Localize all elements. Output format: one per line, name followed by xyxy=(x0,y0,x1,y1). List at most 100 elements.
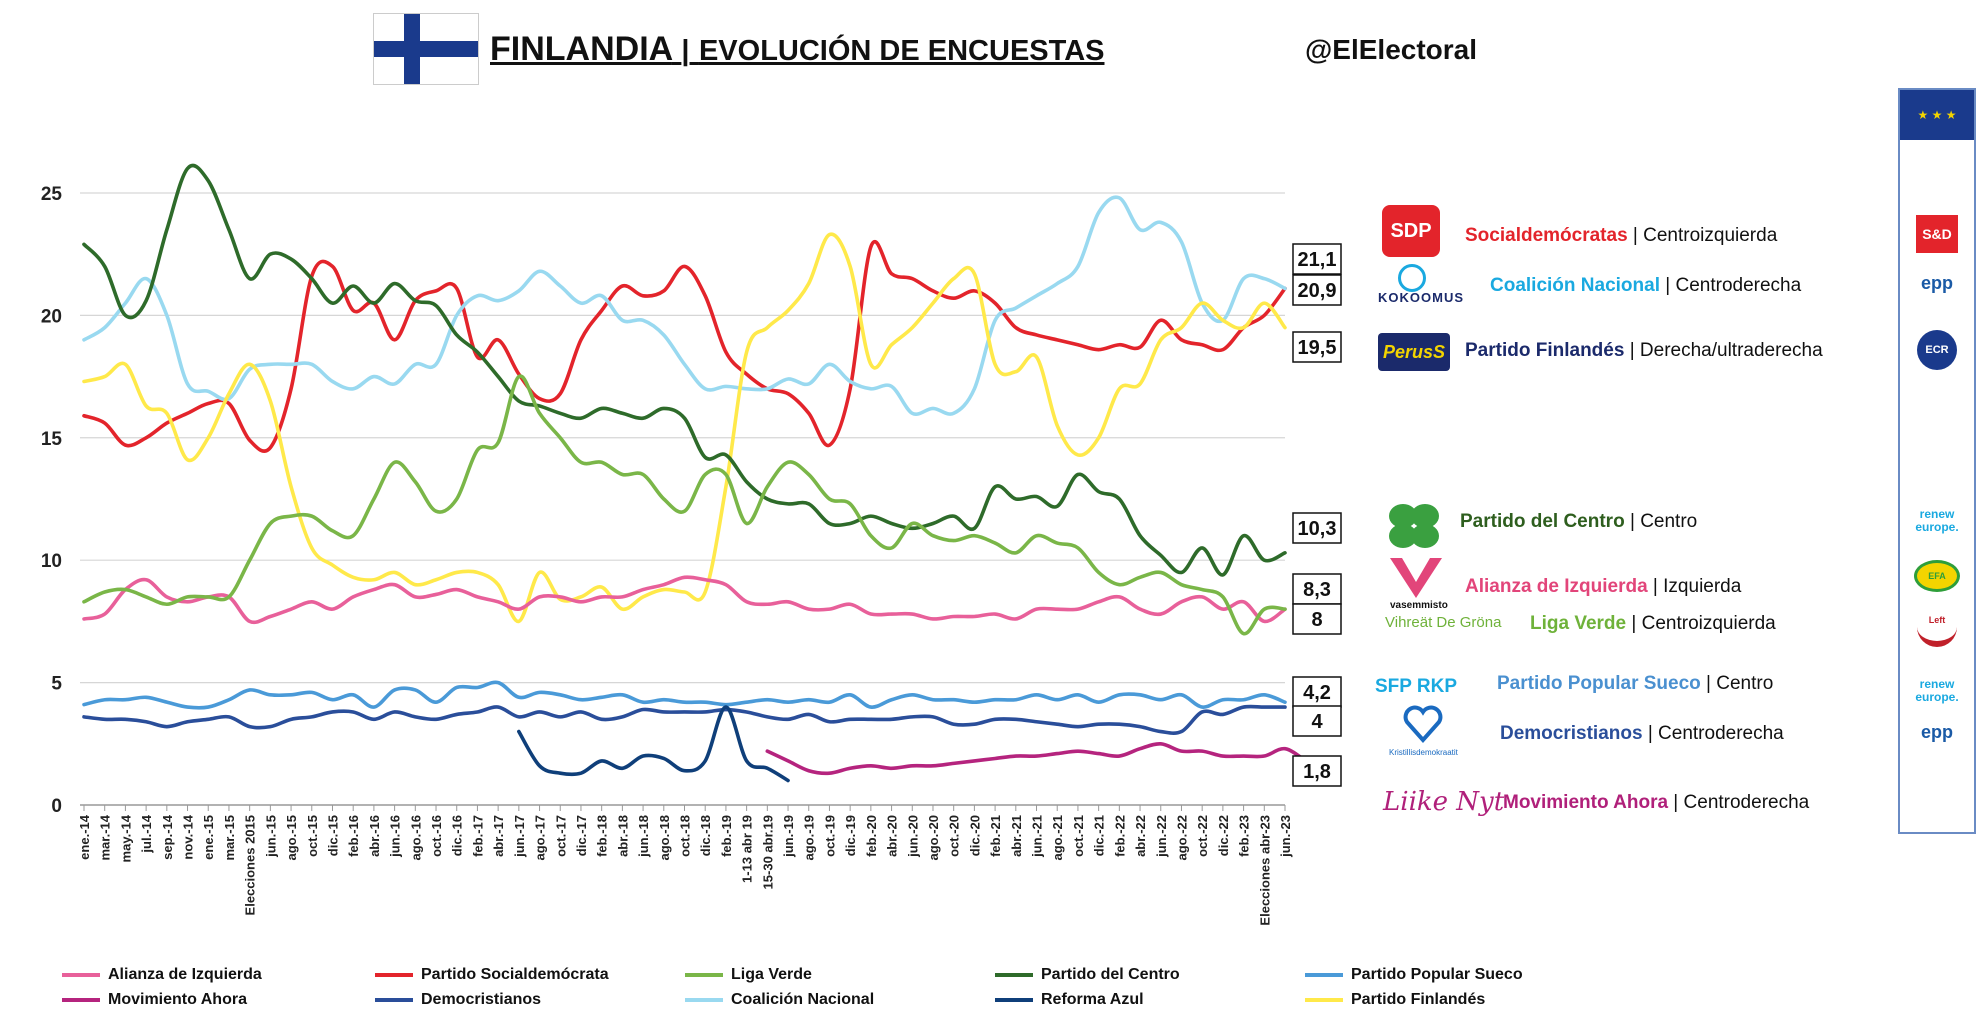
party-name: Partido Finlandés xyxy=(1465,340,1625,361)
last-value-text: 1,8 xyxy=(1303,761,1331,783)
series-line-reforma-azul xyxy=(517,705,790,783)
last-value-box xyxy=(1292,512,1342,544)
party-ideology: Centroderecha xyxy=(1683,792,1810,813)
series-line-partido-del-centro xyxy=(82,163,1287,577)
last-value-label: 4,2 xyxy=(1292,676,1342,708)
series-line-partido-socialdemocrata xyxy=(82,240,1287,453)
last-value-text: 10,3 xyxy=(1298,518,1337,540)
legend-item: Partido Finlandés xyxy=(1305,991,1485,1009)
x-tick-label: feb.-20 xyxy=(864,815,879,857)
x-tick-label: jun.-15 xyxy=(263,815,278,858)
legend-swatch xyxy=(62,972,100,977)
last-value-labels: 21,1 20,9 19,5 10,3 8,3 8 4,2 4 1,8 xyxy=(1292,243,1342,787)
x-tick-label: feb.-16 xyxy=(346,815,361,857)
x-tick-label: jul.-14 xyxy=(139,814,154,853)
legend-label: Movimiento Ahora xyxy=(108,991,247,1008)
last-value-box xyxy=(1292,705,1342,737)
x-tick-label: jun.-22 xyxy=(1154,815,1169,858)
legend-item: Coalición Nacional xyxy=(685,991,874,1009)
legend-item: Partido del Centro xyxy=(995,966,1180,984)
x-tick-label: ago.-16 xyxy=(408,815,423,861)
series-line-partido-popular-sueco xyxy=(82,680,1287,710)
legend-label: Democristianos xyxy=(421,991,542,1008)
party-row-ps: Partido Finlandés | Derecha/ultraderecha xyxy=(1465,340,1823,361)
x-tick-label: feb.-23 xyxy=(1237,815,1252,857)
legend-swatch xyxy=(375,997,413,1002)
last-value-label: 10,3 xyxy=(1292,512,1342,544)
legend-item: Democristianos xyxy=(375,991,541,1009)
x-tick-label: oct.-21 xyxy=(1071,815,1086,857)
party-ideology: Centro xyxy=(1640,511,1698,532)
series-line-alianza-de-izquierda xyxy=(82,575,1287,625)
party-row-vas: Alianza de Izquierda | Izquierda xyxy=(1465,576,1742,597)
clover-logo-icon xyxy=(1389,504,1439,548)
last-value-box xyxy=(1292,331,1342,363)
eu-flag-icon: ★ ★ ★ xyxy=(1900,90,1974,140)
last-value-box xyxy=(1292,243,1342,275)
series-line-movimiento-ahora xyxy=(765,741,1308,776)
x-tick-label: feb.-17 xyxy=(470,815,485,857)
greens-efa-group-icon: EFA xyxy=(1914,560,1960,592)
party-row-kd: Democristianos | Centroderecha xyxy=(1500,723,1784,744)
eu-groups-panel: ★ ★ ★ S&D epp ECR renew europe. EFA Left… xyxy=(1898,88,1976,834)
legend-swatch xyxy=(1305,997,1343,1002)
y-tick-label: 5 xyxy=(51,674,62,695)
legend-swatch xyxy=(685,997,723,1002)
x-tick-label: abr.-22 xyxy=(1133,815,1148,857)
last-value-label: 19,5 xyxy=(1292,331,1342,363)
x-tick-label: abr.-16 xyxy=(367,815,382,857)
legend-item: Partido Socialdemócrata xyxy=(375,966,609,984)
sfp-logo-icon: SFP RKP xyxy=(1375,676,1458,697)
y-tick-label: 15 xyxy=(41,429,63,450)
y-tick-label: 20 xyxy=(41,306,62,327)
liike-nyt-logo-icon: Liike Nyt xyxy=(1383,787,1505,817)
party-row-vihr: Liga Verde | Centroizquierda xyxy=(1530,613,1776,634)
party-name: Democristianos xyxy=(1500,723,1643,744)
x-tick-label: feb.-18 xyxy=(595,815,610,857)
x-tick-label: abr.-21 xyxy=(1009,815,1024,857)
legend-label: Alianza de Izquierda xyxy=(108,966,262,983)
y-tick-label: 10 xyxy=(41,551,62,572)
x-tick-label: mar.-15 xyxy=(222,815,237,861)
x-tick-label: feb.-22 xyxy=(1112,815,1127,857)
legend-item: Liga Verde xyxy=(685,966,812,984)
legend-swatch xyxy=(62,997,100,1002)
legend-item: Movimiento Ahora xyxy=(62,991,247,1009)
legend-label: Liga Verde xyxy=(731,966,812,983)
x-tick-label: nov.-14 xyxy=(181,814,196,859)
x-tick-label: feb.-19 xyxy=(719,815,734,857)
x-axis-ticks: ene.-14 mar.-14 may.-14 jul.-14 sep.-14 nov.-… xyxy=(77,805,1293,926)
last-value-text: 8,3 xyxy=(1303,579,1331,601)
series-line-liga-verde xyxy=(82,374,1287,636)
x-tick-label: oct.-20 xyxy=(947,815,962,857)
series-lines xyxy=(82,163,1308,783)
last-value-box xyxy=(1292,603,1342,635)
x-tick-label: ago.-17 xyxy=(533,815,548,861)
title-separator: | xyxy=(681,35,690,67)
x-tick-label: abr.-17 xyxy=(491,815,506,857)
party-ideology: Centroderecha xyxy=(1658,723,1784,744)
last-value-label: 4 xyxy=(1292,705,1342,737)
sdp-logo-icon: SDP xyxy=(1382,205,1440,257)
party-row-kesk: Partido del Centro | Centro xyxy=(1460,511,1698,532)
kd-logo-text: Kristillisdemokraatit xyxy=(1389,748,1458,757)
series-line-democristianos xyxy=(82,704,1287,736)
x-tick-label: dic.-15 xyxy=(325,815,340,856)
x-tick-label: abr.-18 xyxy=(615,815,630,857)
author-handle: @ElElectoral xyxy=(1305,34,1478,65)
legend-swatch xyxy=(375,972,413,977)
last-value-label: 1,8 xyxy=(1292,755,1342,787)
last-value-label: 20,9 xyxy=(1292,274,1342,306)
x-tick-label: ago.-18 xyxy=(657,815,672,861)
epp-group-icon: epp xyxy=(1920,273,1953,293)
legend-label: Coalición Nacional xyxy=(731,991,875,1008)
party-ideology: Centroderecha xyxy=(1675,275,1802,296)
last-value-text: 21,1 xyxy=(1298,249,1337,271)
x-tick-label: jun.-21 xyxy=(1030,815,1045,858)
x-tick-label: oct.-22 xyxy=(1195,815,1210,857)
x-tick-label: dic.-18 xyxy=(698,815,713,856)
party-row-kok: Coalición Nacional | Centroderecha xyxy=(1490,275,1802,296)
last-value-box xyxy=(1292,274,1342,306)
party-row-rkp: Partido Popular Sueco | Centro xyxy=(1497,673,1774,694)
kokoomus-flower-icon xyxy=(1398,264,1426,292)
